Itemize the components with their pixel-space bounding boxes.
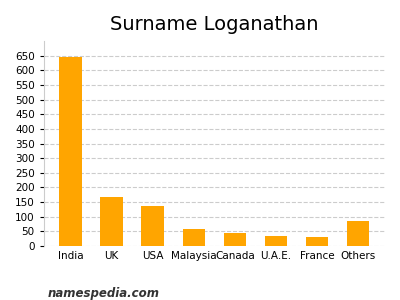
Title: Surname Loganathan: Surname Loganathan [110, 15, 319, 34]
Text: namespedia.com: namespedia.com [48, 287, 160, 300]
Bar [224, 233, 246, 246]
Bar [59, 57, 82, 246]
Bar [142, 206, 164, 246]
Bar [182, 229, 205, 246]
Bar [100, 197, 123, 246]
Bar [306, 237, 328, 246]
Bar [265, 236, 287, 246]
Bar [347, 221, 370, 246]
